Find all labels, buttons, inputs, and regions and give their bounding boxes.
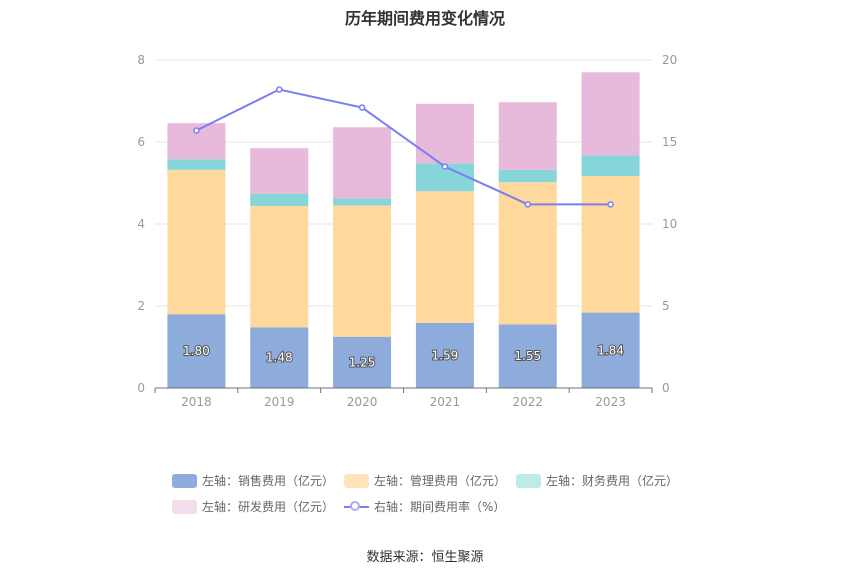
rate-point: [276, 86, 283, 93]
legend-label-finance: 左轴：财务费用（亿元）: [546, 474, 679, 488]
bars-layer: [167, 72, 640, 388]
rate-line-layer: [193, 86, 614, 208]
x-tick-label: 2019: [264, 395, 295, 409]
rate-point: [358, 104, 366, 111]
legend-label-admin: 左轴：管理费用（亿元）: [374, 474, 507, 488]
grid-layer: [155, 59, 652, 307]
data-label-sales: 1.25: [349, 355, 376, 369]
legend-item-finance[interactable]: 左轴：财务费用（亿元）: [516, 472, 678, 489]
legend-item-rate[interactable]: 右轴：期间费用率（%）: [344, 498, 505, 515]
legend-label-rd: 左轴：研发费用（亿元）: [202, 500, 335, 514]
y-right-tick-label: 0: [662, 381, 670, 395]
y-left-tick-label: 0: [137, 381, 145, 395]
bar-sales: [333, 336, 392, 388]
bar-finance: [167, 159, 226, 170]
legend-swatch-admin: [344, 473, 369, 488]
y-right-tick-label: 10: [662, 217, 677, 231]
x-tick-label: 2018: [181, 395, 212, 409]
x-tick-label: 2021: [430, 395, 461, 409]
legend-item-admin[interactable]: 左轴：管理费用（亿元）: [344, 472, 506, 489]
y-left-tick-label: 6: [137, 135, 145, 149]
rate-point: [193, 127, 200, 134]
x-tick-label: 2023: [595, 395, 626, 409]
bar-sales: [581, 312, 640, 388]
data-labels-layer: 1.80 1.48 1.25 1.59 1.55 1.84: [182, 342, 625, 370]
source-note: 数据来源：恒生聚源: [366, 550, 484, 565]
legend-label-sales: 左轴：销售费用（亿元）: [202, 474, 335, 488]
legend-line-icon: [344, 500, 369, 514]
data-label-sales: 1.55: [514, 349, 541, 363]
x-tick-label: 2020: [347, 395, 378, 409]
axis-layer: 0 2 4 6 8 0 5 10 15 20 2018 2019 2020 2021 2022 2023: [137, 53, 677, 409]
bar-sales: [498, 324, 557, 388]
data-label-sales: 1.48: [266, 351, 293, 365]
bar-admin: [581, 176, 640, 313]
data-label-sales: 1.80: [183, 344, 210, 358]
bar-sales: [167, 314, 226, 388]
bar-finance: [581, 155, 640, 177]
y-right-tick-label: 20: [662, 53, 677, 67]
bar-rd: [250, 148, 309, 194]
rate-point: [607, 201, 614, 208]
rate-point: [441, 163, 449, 170]
legend-swatch-finance: [516, 473, 541, 488]
y-right-tick-label: 15: [662, 135, 677, 149]
legend-swatch-rd: [172, 499, 197, 514]
bar-rd: [415, 103, 474, 164]
bar-rd: [498, 102, 557, 170]
legend-label-rate: 右轴：期间费用率（%）: [374, 500, 506, 514]
bar-finance: [250, 193, 309, 206]
bar-sales: [250, 327, 309, 388]
legend-swatch-sales: [172, 473, 197, 488]
y-right-tick-label: 5: [662, 299, 670, 313]
rate-point: [524, 201, 531, 208]
legend-item-rd[interactable]: 左轴：研发费用（亿元）: [172, 498, 334, 515]
data-label-sales: 1.59: [432, 348, 459, 362]
bar-finance: [333, 198, 392, 206]
bar-finance: [498, 169, 557, 183]
bar-admin: [250, 205, 309, 328]
rate-line: [195, 88, 611, 206]
y-left-tick-label: 8: [137, 53, 145, 67]
bar-admin: [167, 169, 226, 315]
data-label-sales: 1.84: [597, 343, 624, 357]
x-tick-label: 2022: [512, 395, 543, 409]
bar-rd: [581, 72, 640, 156]
chart-title: 历年期间费用变化情况: [344, 9, 505, 28]
bar-sales: [415, 322, 474, 388]
bar-rd: [333, 127, 392, 199]
y-left-tick-label: 4: [137, 217, 145, 231]
y-left-tick-label: 2: [137, 299, 145, 313]
bar-admin: [333, 205, 392, 337]
legend-item-sales[interactable]: 左轴：销售费用（亿元）: [172, 472, 334, 489]
bar-admin: [415, 191, 474, 323]
